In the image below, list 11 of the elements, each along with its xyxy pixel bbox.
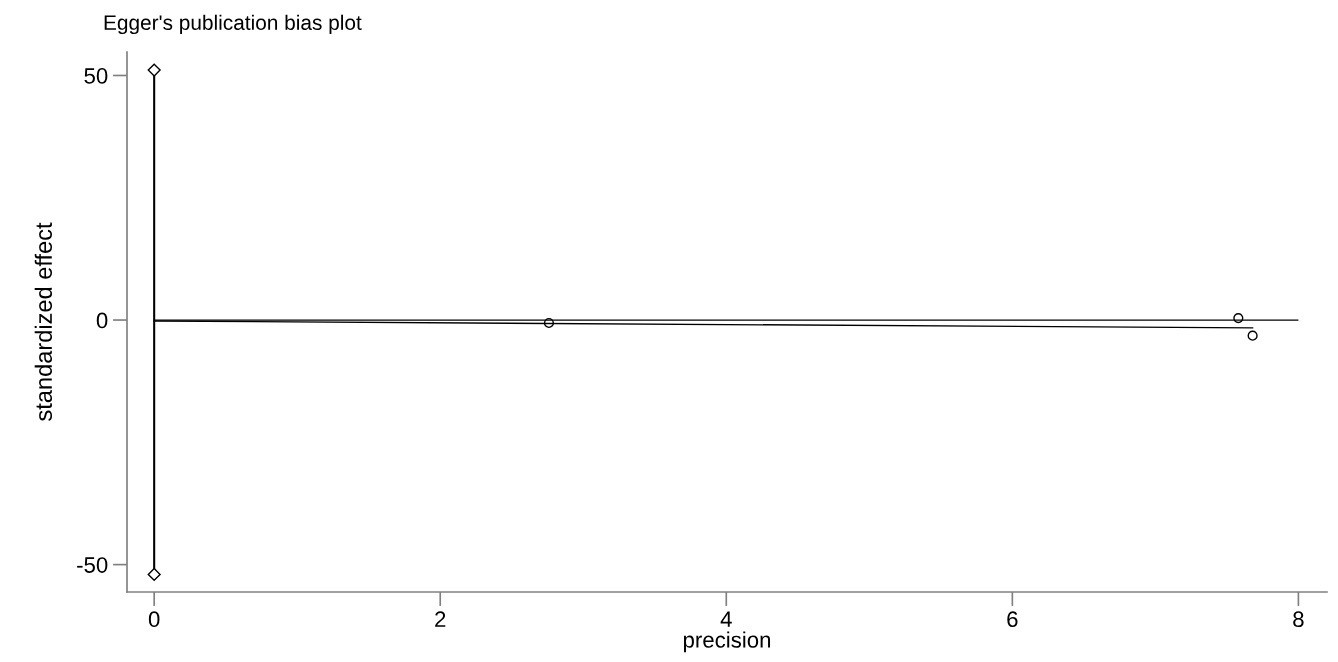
y-tick-label: 0: [96, 312, 108, 329]
y-axis-title: standardized effect: [34, 222, 53, 421]
y-tick-label: -50: [77, 557, 108, 573]
x-tick-label: 0: [148, 611, 160, 628]
x-tick-label: 2: [435, 611, 446, 627]
x-tick-label: 4: [720, 611, 732, 627]
x-tick-label: 8: [1293, 611, 1304, 628]
x-axis-title: precision: [683, 631, 771, 653]
y-tick-label: 50: [84, 68, 108, 84]
chart-title: Egger's publication bias plot: [104, 14, 362, 35]
x-tick-label: 6: [1007, 611, 1018, 628]
